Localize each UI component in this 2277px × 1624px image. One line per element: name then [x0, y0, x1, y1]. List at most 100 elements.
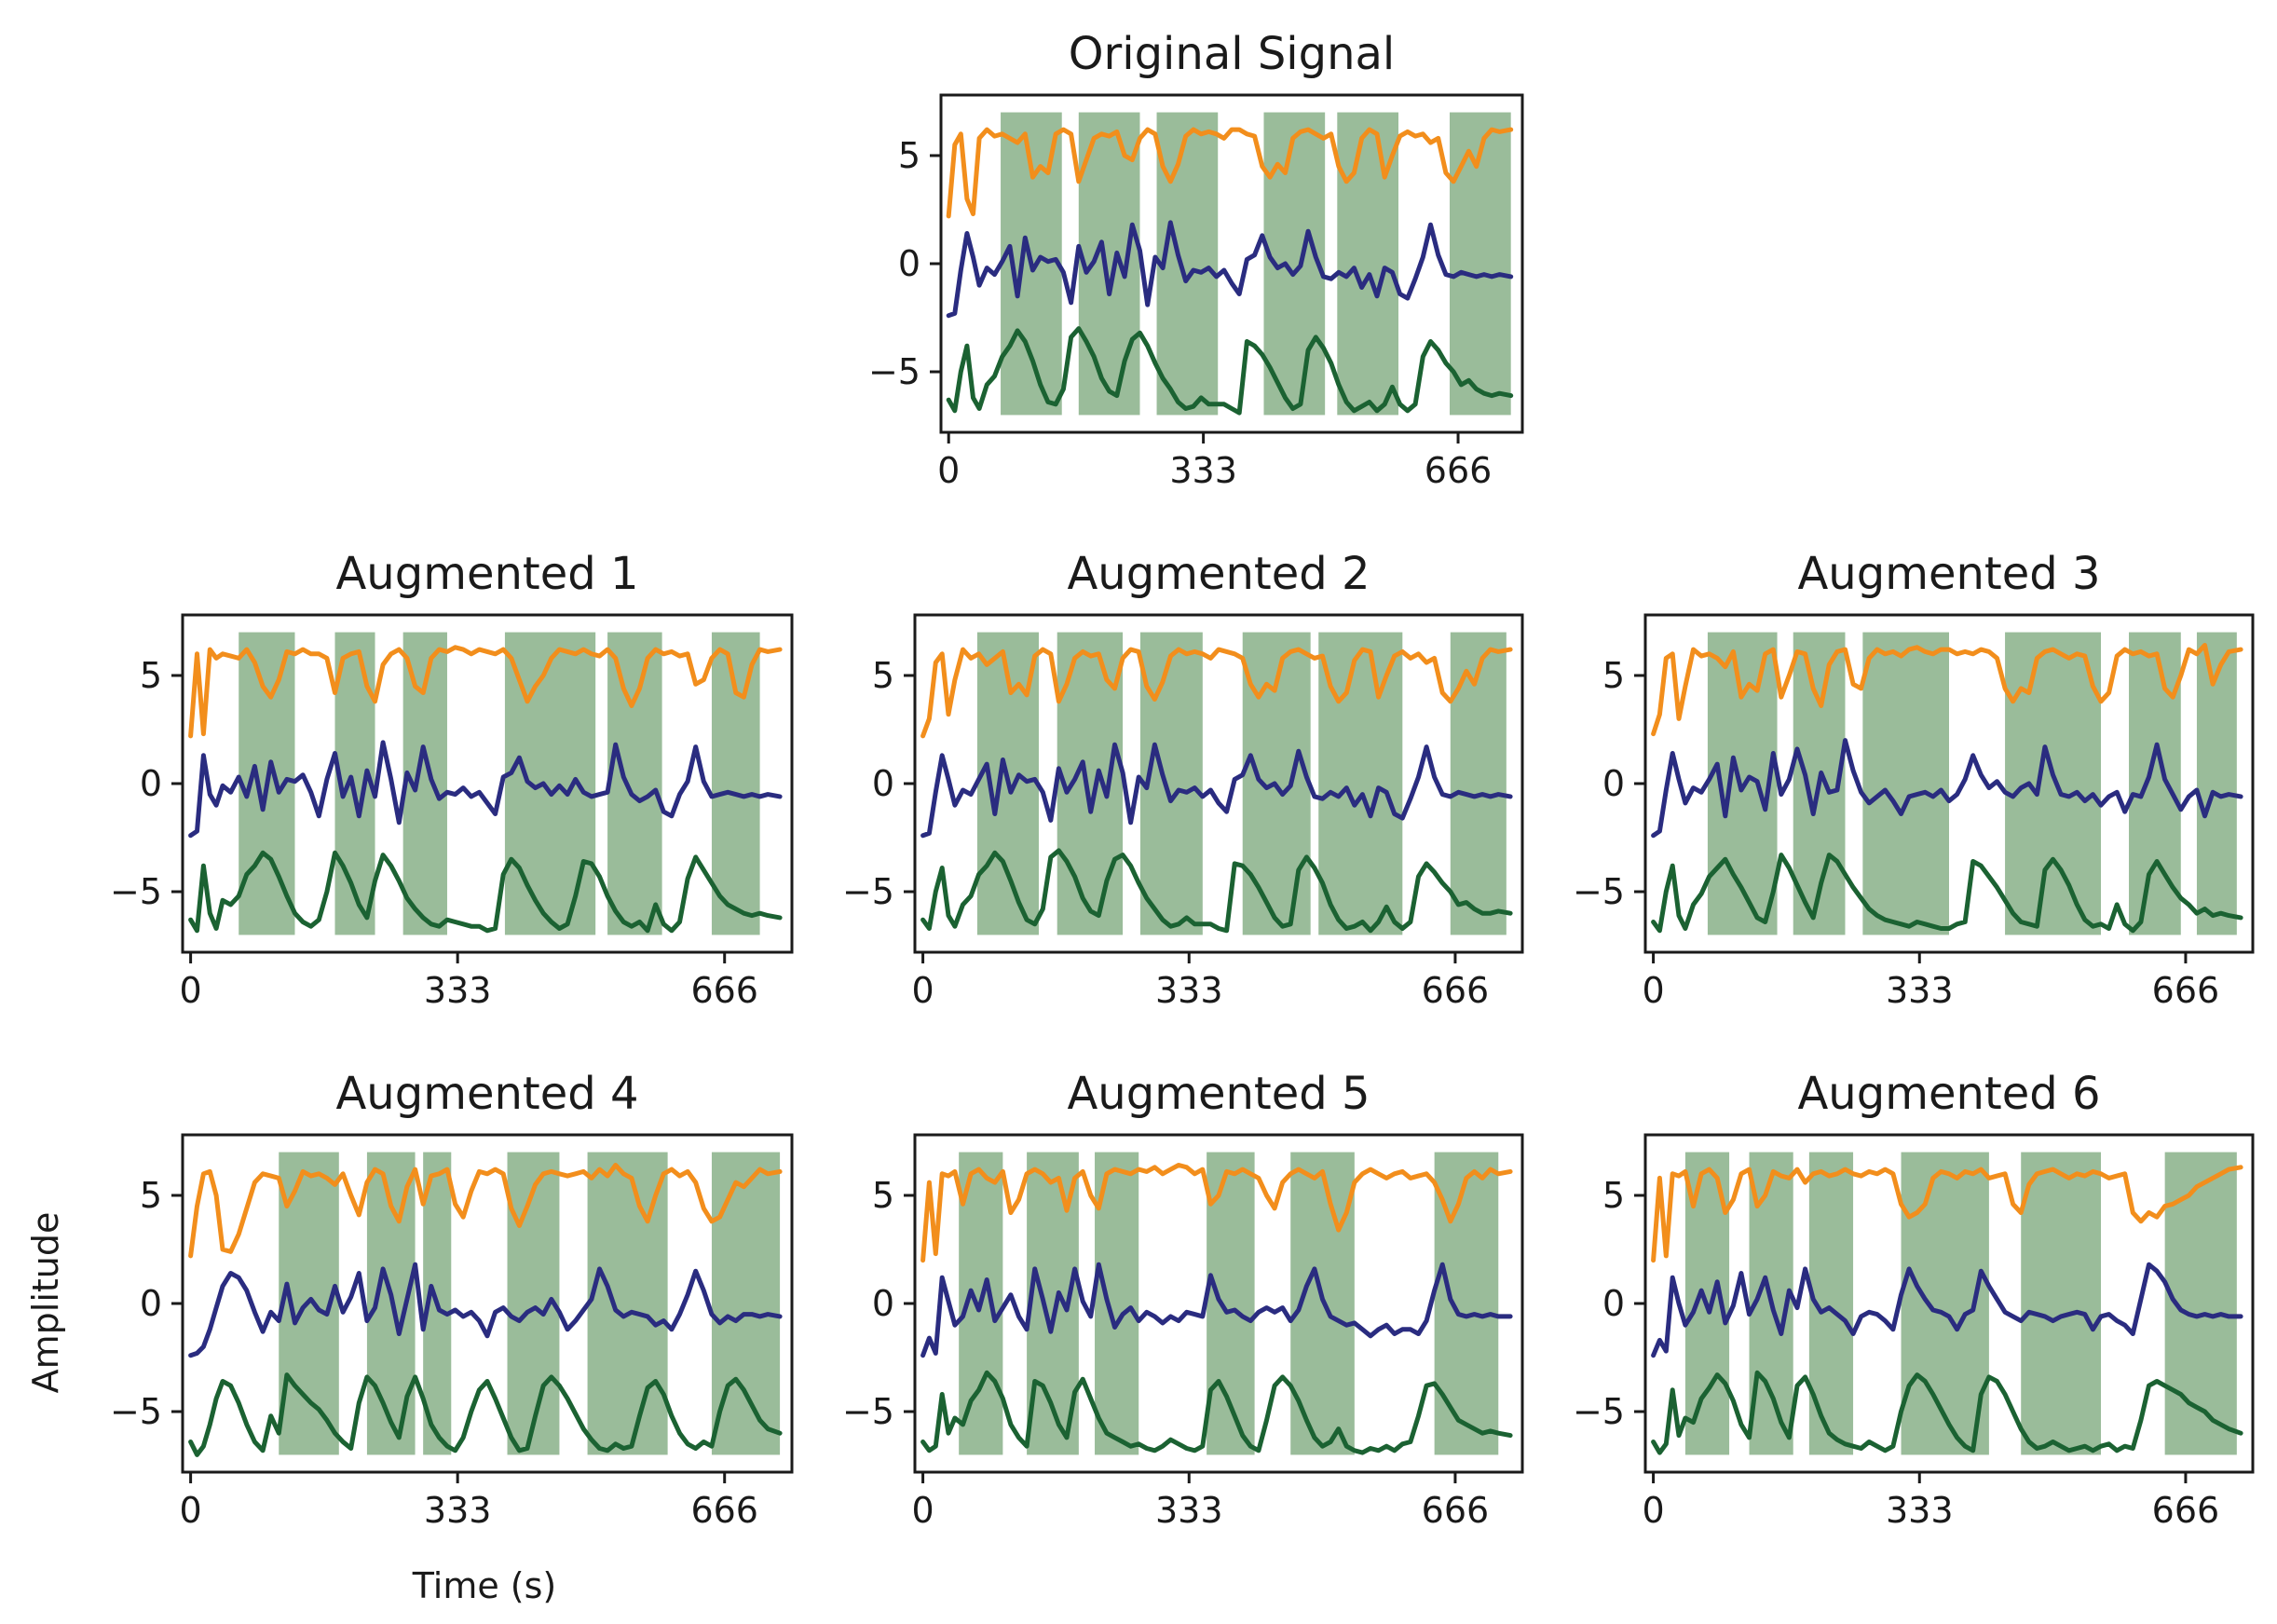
y-tick-label: 5 — [1602, 655, 1625, 696]
x-tick-label: 0 — [911, 1490, 934, 1531]
series-line-1 — [920, 1262, 1513, 1358]
shaded-interval — [2005, 632, 2101, 935]
panel-title: Augmented 2 — [1067, 548, 1370, 600]
x-tick-label: 0 — [1642, 1490, 1664, 1531]
y-tick-label: 5 — [1602, 1175, 1625, 1216]
subplot-1: Augmented 1 0 333 666 5 0 −5 — [110, 548, 794, 1011]
y-tick-label: 5 — [898, 135, 920, 176]
subplot-6: Augmented 6 0 333 666 5 0 −5 — [1573, 1068, 2255, 1531]
y-tick-label: −5 — [842, 1391, 894, 1432]
y-tick-label: 5 — [872, 655, 894, 696]
x-tick-label: 333 — [424, 970, 492, 1011]
series-line-1 — [946, 220, 1514, 319]
panel-title: Augmented 6 — [1797, 1068, 2100, 1120]
y-tick-label: −5 — [110, 1391, 162, 1432]
x-tick-label: 333 — [1169, 450, 1237, 491]
y-tick-label: 0 — [140, 1283, 162, 1324]
shaded-interval — [2021, 1152, 2101, 1455]
shaded-interval — [2196, 632, 2237, 935]
series-line-2 — [920, 1370, 1513, 1455]
panel-title: Augmented 5 — [1067, 1068, 1370, 1120]
series-line-2 — [188, 850, 783, 934]
x-tick-label: 333 — [1155, 1490, 1223, 1531]
x-tick-label: 333 — [424, 1490, 492, 1531]
series-line-1 — [920, 742, 1513, 839]
series-line-0 — [1651, 643, 2243, 737]
subplot-2: Augmented 2 0 333 666 5 0 −5 — [842, 548, 1524, 1011]
series-line-0 — [1651, 1165, 2243, 1263]
x-tick-label: 0 — [911, 970, 934, 1011]
x-tick-label: 666 — [1422, 1490, 1490, 1531]
plot-area — [188, 632, 783, 935]
shaded-interval — [711, 632, 760, 935]
y-tick-label: −5 — [1573, 871, 1625, 912]
shaded-interval — [1318, 632, 1403, 935]
y-tick-label: −5 — [842, 871, 894, 912]
plot-area — [920, 632, 1513, 935]
y-tick-label: 5 — [140, 1175, 162, 1216]
shaded-interval — [1862, 632, 1949, 935]
panel-title: Augmented 4 — [335, 1068, 638, 1120]
subplot-grid: Original Signal 0 333 666 5 0 −5 Augmented 1 0 33… — [110, 28, 2255, 1531]
x-tick-label: 0 — [180, 1490, 202, 1531]
panel-title: Original Signal — [1069, 28, 1396, 80]
shaded-interval — [1139, 632, 1203, 935]
series-line-1 — [188, 740, 783, 839]
x-tick-label: 666 — [1422, 970, 1490, 1011]
y-tick-label: 0 — [898, 243, 920, 284]
y-tick-label: 0 — [872, 763, 894, 804]
shaded-interval — [1156, 112, 1219, 416]
y-tick-label: −5 — [1573, 1391, 1625, 1432]
x-tick-label: 333 — [1155, 970, 1223, 1011]
panel-title: Augmented 1 — [335, 548, 638, 600]
subplot-0: Original Signal 0 333 666 5 0 −5 — [868, 28, 1524, 491]
x-tick-label: 666 — [2152, 1490, 2220, 1531]
y-tick-label: 0 — [140, 763, 162, 804]
series-line-2 — [1651, 853, 2243, 934]
x-tick-label: 0 — [937, 450, 960, 491]
shaded-interval — [1078, 112, 1140, 416]
y-tick-label: 0 — [872, 1283, 894, 1324]
y-tick-label: 0 — [1602, 1283, 1625, 1324]
y-tick-label: −5 — [868, 351, 920, 392]
x-tick-label: 666 — [690, 1490, 758, 1531]
plot-area — [946, 112, 1514, 416]
y-axis-label: Amplitude — [25, 1212, 66, 1394]
series-line-2 — [920, 848, 1513, 934]
x-tick-label: 0 — [1642, 970, 1664, 1011]
subplot-5: Augmented 5 0 333 666 5 0 −5 — [842, 1068, 1524, 1531]
y-tick-label: 0 — [1602, 763, 1625, 804]
series-line-0 — [188, 1163, 783, 1259]
series-line-1 — [1651, 1262, 2243, 1358]
series-line-2 — [1651, 1370, 2243, 1455]
plot-area — [920, 1152, 1513, 1455]
plot-area — [1651, 1152, 2243, 1455]
x-tick-label: 666 — [1425, 450, 1493, 491]
y-tick-label: −5 — [110, 871, 162, 912]
y-tick-label: 5 — [872, 1175, 894, 1216]
shaded-interval — [607, 632, 662, 935]
plot-area — [188, 1152, 783, 1457]
series-line-1 — [1651, 738, 2243, 839]
subplot-4: Augmented 4 0 333 666 5 0 −5 — [110, 1068, 794, 1531]
series-line-0 — [946, 127, 1514, 219]
x-tick-label: 0 — [180, 970, 202, 1011]
series-line-0 — [188, 645, 783, 739]
subplot-3: Augmented 3 0 333 666 5 0 −5 — [1573, 548, 2255, 1011]
series-line-0 — [920, 1163, 1513, 1263]
x-axis-label: Time (s) — [412, 1565, 557, 1606]
series-line-2 — [946, 326, 1514, 416]
plot-area — [1651, 632, 2243, 935]
shaded-interval — [1450, 112, 1511, 416]
series-line-0 — [920, 647, 1513, 739]
y-tick-label: 5 — [140, 655, 162, 696]
shaded-interval — [1434, 1152, 1499, 1455]
x-tick-label: 666 — [2152, 970, 2220, 1011]
series-line-1 — [188, 1262, 783, 1358]
x-tick-label: 333 — [1886, 970, 1954, 1011]
x-tick-label: 333 — [1886, 1490, 1954, 1531]
x-tick-label: 666 — [690, 970, 758, 1011]
panel-title: Augmented 3 — [1797, 548, 2100, 600]
series-line-2 — [188, 1372, 783, 1457]
